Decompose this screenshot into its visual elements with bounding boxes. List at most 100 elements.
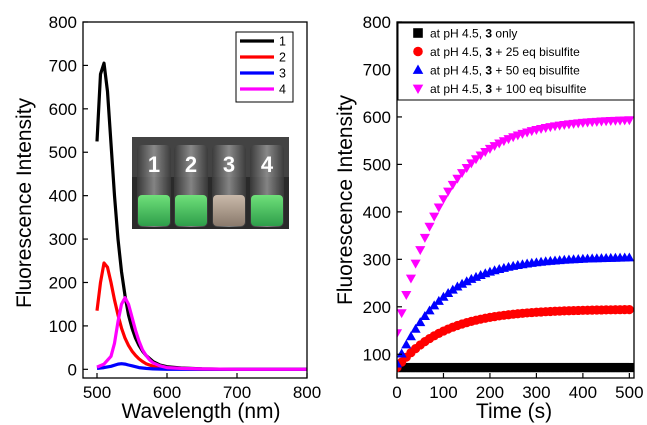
data-point: [405, 331, 417, 341]
right-x-tick-label: 500: [615, 383, 643, 402]
right-x-tick-label: 300: [522, 383, 550, 402]
right-y-tick-label: 700: [363, 60, 391, 79]
data-point: [443, 288, 454, 297]
right-legend-swatch-3: [412, 84, 424, 95]
left-y-tick-label: 700: [49, 56, 77, 75]
right-x-tick-label: 400: [569, 383, 597, 402]
data-point: [606, 362, 616, 373]
kinetics-series-1: [397, 305, 634, 373]
data-point: [485, 362, 495, 373]
data-point: [397, 329, 403, 339]
kinetics-series-0: [397, 362, 634, 373]
data-point: [443, 362, 453, 373]
data-point: [624, 116, 634, 126]
data-point: [466, 159, 477, 169]
emission-spectra-panel: 500 600 700 800 0 100 200 300 400 500 600 700 800 Wa…: [13, 13, 321, 423]
kinetics-series-2: [397, 252, 634, 368]
data-point: [452, 362, 463, 373]
data-point: [508, 362, 518, 373]
kinetics-panel: 0 100 200 300 400 500100200300400500600700800…: [334, 13, 644, 423]
data-point: [438, 195, 449, 205]
right-legend-label-1: at pH 4.5, 3 + 25 eq bisulfite: [430, 45, 580, 59]
data-point: [457, 362, 467, 373]
right-legend-label-2: at pH 4.5, 3 + 50 eq bisulfite: [430, 63, 580, 77]
data-point: [564, 362, 574, 373]
data-point: [397, 309, 407, 319]
data-point: [410, 259, 421, 269]
left-y-tick-label: 100: [49, 317, 77, 336]
data-point: [601, 362, 611, 373]
legend-compound: 3: [485, 82, 492, 96]
data-point: [447, 180, 458, 190]
data-point: [456, 278, 468, 288]
left-ticks: 500 600 700 800 0 100 200 300 400 500 600 700 800: [49, 13, 322, 402]
data-point: [513, 362, 523, 373]
left-y-tick-label: 200: [49, 273, 77, 292]
right-legend-swatch-1: [413, 46, 423, 57]
data-point: [522, 362, 532, 373]
data-point: [624, 305, 634, 315]
legend-suffix: only: [492, 26, 517, 40]
spectra-series: [95, 61, 307, 371]
left-x-tick-label: 500: [83, 383, 111, 402]
kinetics-series: [397, 116, 634, 373]
left-legend-label-4: 4: [279, 83, 286, 97]
left-x-tick-label: 800: [293, 383, 321, 402]
data-point: [452, 174, 463, 184]
right-legend-label-3: at pH 4.5, 3 + 100 eq bisulfite: [430, 82, 587, 96]
data-point: [443, 187, 454, 197]
left-legend: 1 2 3 4: [235, 31, 294, 103]
data-point: [582, 362, 593, 373]
left-x-tick-label: 700: [223, 383, 251, 402]
legend-prefix: at pH 4.5,: [430, 45, 485, 59]
left-x-axis-label: Wavelength (nm): [121, 400, 280, 423]
data-point: [620, 362, 630, 373]
data-point: [489, 362, 500, 373]
data-point: [475, 151, 486, 161]
data-point: [545, 362, 555, 373]
data-point: [461, 276, 472, 286]
data-point: [471, 362, 481, 373]
vial-1: [137, 145, 171, 227]
data-point: [410, 323, 421, 333]
data-point: [555, 362, 565, 373]
data-point: [397, 362, 407, 373]
data-point: [452, 281, 463, 291]
vial-label-4: 4: [261, 152, 274, 177]
data-point: [480, 148, 491, 157]
legend-prefix: at pH 4.5,: [430, 26, 485, 40]
data-point: [429, 300, 440, 310]
legend-suffix: + 100 eq bisulfite: [492, 82, 587, 96]
left-y-tick-label: 300: [49, 230, 77, 249]
legend-compound: 3: [485, 26, 492, 40]
data-point: [419, 233, 430, 243]
left-plot-frame: [82, 21, 308, 379]
right-legend-label-0: at pH 4.5, 3 only: [430, 26, 517, 40]
vial-label-1: 1: [148, 152, 160, 177]
data-point: [517, 362, 528, 373]
data-point: [410, 362, 421, 373]
left-y-axis-label: Fluorescence Intensity: [13, 97, 36, 308]
right-plot-frame: [396, 21, 635, 379]
legend-prefix: at pH 4.5,: [430, 63, 485, 77]
left-legend-label-3: 3: [279, 67, 286, 81]
data-point: [397, 348, 407, 358]
data-point: [434, 362, 444, 373]
data-point: [610, 362, 621, 373]
data-point: [531, 362, 542, 373]
vial-2: [174, 145, 208, 227]
data-point: [448, 362, 458, 373]
data-point: [406, 362, 416, 373]
data-point: [494, 362, 504, 373]
left-y-tick-label: 800: [49, 13, 77, 32]
data-point: [461, 164, 472, 173]
left-y-tick-label: 400: [49, 187, 77, 206]
data-point: [420, 362, 430, 373]
data-point: [405, 274, 417, 284]
kinetics-series-3: [397, 116, 634, 339]
data-point: [624, 362, 634, 373]
data-point: [596, 362, 607, 373]
right-y-tick-label: 100: [363, 345, 391, 364]
